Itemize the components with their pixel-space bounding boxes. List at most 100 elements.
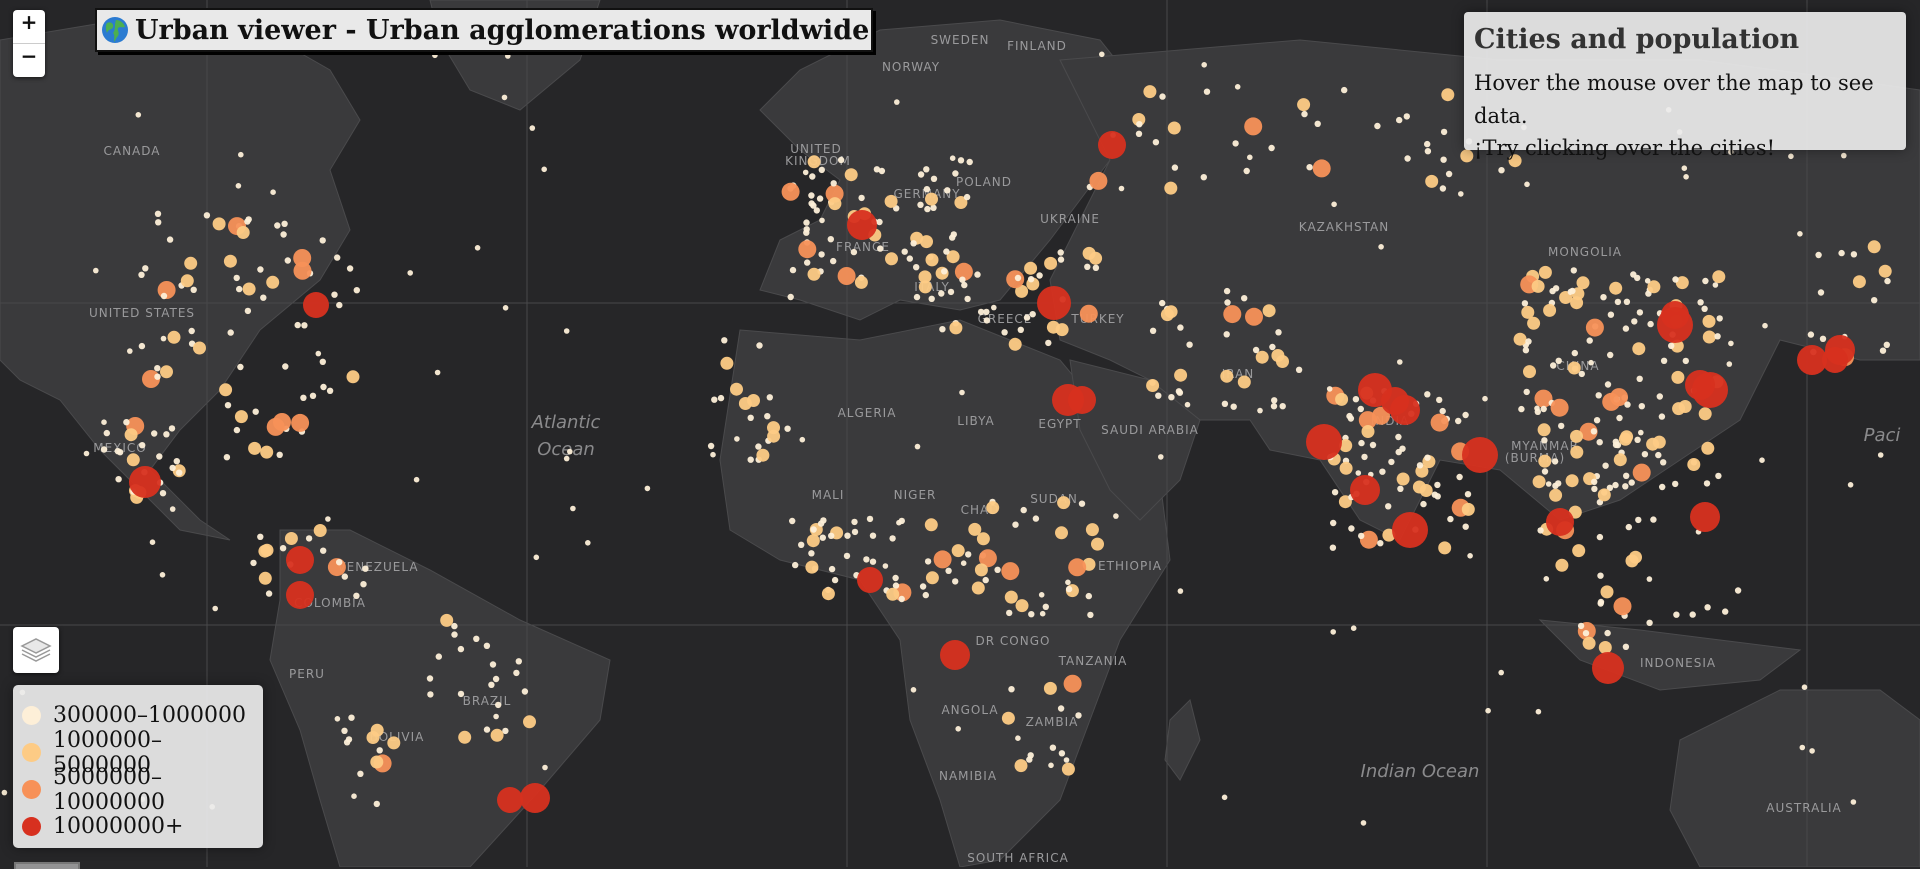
city-marker[interactable] [901,248,908,255]
city-marker[interactable] [219,383,233,397]
city-marker[interactable] [955,726,961,732]
city-marker[interactable] [1623,298,1631,305]
city-marker[interactable] [1703,480,1711,487]
city-marker[interactable] [1099,51,1105,58]
city-marker[interactable] [341,727,348,734]
city-marker[interactable] [952,578,959,585]
city-marker[interactable] [803,219,810,226]
city-marker[interactable] [1390,395,1420,425]
city-marker[interactable] [1762,322,1768,329]
city-marker[interactable] [1241,295,1248,302]
city-marker[interactable] [1690,502,1720,532]
city-marker[interactable] [851,518,858,526]
city-marker[interactable] [707,442,715,450]
city-marker[interactable] [843,552,851,560]
city-marker[interactable] [370,723,384,737]
city-marker[interactable] [1883,341,1891,348]
city-marker[interactable] [1023,314,1031,321]
city-marker[interactable] [488,681,495,688]
city-marker[interactable] [227,329,234,336]
city-marker[interactable] [563,328,570,334]
city-marker[interactable] [303,292,329,318]
city-marker[interactable] [1714,333,1721,340]
city-marker[interactable] [1817,289,1825,296]
city-marker[interactable] [1032,515,1040,522]
city-marker[interactable] [720,356,734,370]
city-marker[interactable] [1613,597,1632,616]
city-marker[interactable] [169,506,176,512]
city-marker[interactable] [1068,386,1096,414]
city-marker[interactable] [1439,185,1447,192]
city-marker[interactable] [959,276,966,283]
city-marker[interactable] [784,425,791,432]
city-marker[interactable] [257,266,264,273]
city-marker[interactable] [1089,171,1108,190]
city-marker[interactable] [1358,439,1365,447]
city-marker[interactable] [458,730,472,744]
city-marker[interactable] [1014,759,1028,773]
city-marker[interactable] [301,322,308,329]
city-marker[interactable] [1223,287,1231,295]
city-marker[interactable] [492,675,500,683]
city-marker[interactable] [943,248,950,255]
city-marker[interactable] [1609,281,1623,295]
city-marker[interactable] [1712,270,1726,284]
city-marker[interactable] [1008,686,1015,693]
city-marker[interactable] [1683,174,1689,180]
city-marker[interactable] [1049,744,1057,751]
city-marker[interactable] [949,155,956,161]
city-marker[interactable] [319,358,326,365]
city-marker[interactable] [1571,349,1579,357]
city-marker[interactable] [513,669,520,677]
city-marker[interactable] [1537,423,1551,437]
city-marker[interactable] [236,285,243,293]
city-marker[interactable] [1660,357,1668,364]
city-marker[interactable] [1549,488,1563,502]
city-marker[interactable] [1174,368,1188,382]
city-marker[interactable] [837,156,845,164]
city-marker[interactable] [1660,459,1667,466]
city-marker[interactable] [1186,341,1193,348]
city-marker[interactable] [1576,276,1590,290]
city-marker[interactable] [1341,86,1348,94]
city-marker[interactable] [1523,365,1536,379]
city-marker[interactable] [1462,523,1469,530]
city-marker[interactable] [1570,429,1583,443]
city-marker[interactable] [1712,282,1719,288]
city-marker[interactable] [1565,474,1579,488]
city-marker[interactable] [451,631,458,638]
city-marker[interactable] [1377,540,1384,547]
city-marker[interactable] [490,728,504,742]
city-marker[interactable] [1014,274,1022,282]
city-marker[interactable] [1595,392,1602,399]
city-marker[interactable] [1622,483,1629,490]
city-marker[interactable] [1567,361,1581,375]
city-marker[interactable] [1339,461,1353,475]
city-marker[interactable] [1532,475,1546,489]
city-marker[interactable] [1424,391,1431,398]
city-marker[interactable] [830,180,837,187]
city-marker[interactable] [1012,521,1019,528]
city-marker[interactable] [866,515,874,523]
city-marker[interactable] [1326,386,1333,392]
city-marker[interactable] [1359,530,1378,549]
city-marker[interactable] [282,363,289,370]
city-marker[interactable] [336,559,343,566]
city-marker[interactable] [1697,299,1704,306]
city-marker[interactable] [497,787,523,813]
city-marker[interactable] [813,207,820,214]
city-marker[interactable] [1570,445,1584,459]
city-marker[interactable] [1523,388,1530,396]
city-marker[interactable] [1546,508,1574,536]
city-marker[interactable] [1424,148,1432,155]
city-marker[interactable] [906,255,913,262]
city-marker[interactable] [1522,347,1530,354]
city-marker[interactable] [1037,286,1071,320]
city-marker[interactable] [1650,516,1657,523]
city-marker[interactable] [941,268,948,275]
city-marker[interactable] [1243,167,1250,175]
city-marker[interactable] [1638,403,1646,410]
city-marker[interactable] [756,342,763,349]
city-marker[interactable] [1801,684,1808,690]
city-marker[interactable] [1203,88,1211,95]
